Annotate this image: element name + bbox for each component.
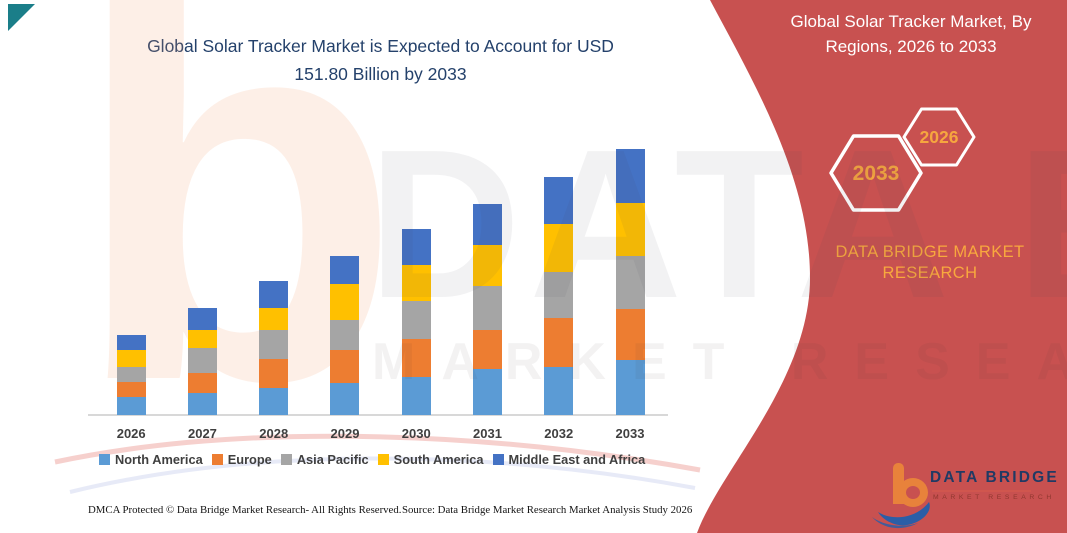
legend-label: North America (115, 452, 203, 467)
bar-segment-south-america-2030 (401, 265, 431, 301)
legend-swatch-icon (211, 454, 223, 465)
legend-label: Europe (227, 452, 272, 467)
bar-segment-south-america-2028 (259, 308, 289, 330)
x-axis-label-2033: 2033 (615, 426, 645, 441)
chart-legend: North America Europe Asia Pacific South Ame… (99, 452, 645, 467)
legend-swatch-icon (492, 454, 504, 465)
legend-item-europe: Europe (211, 452, 272, 467)
bar-segment-south-america-2027 (187, 330, 217, 349)
bar-segment-south-america-2032 (544, 224, 574, 272)
bar-segment-middle-east-and-africa-2031 (473, 204, 502, 246)
bar-segment-north-america-2027 (187, 393, 217, 415)
bar-segment-asia-pacific-2029 (330, 320, 360, 350)
bar-segment-north-america-2032 (544, 366, 574, 415)
bar-segment-south-america-2033 (615, 202, 645, 257)
x-axis-label-2032: 2032 (544, 426, 574, 441)
bar-segment-europe-2031 (473, 330, 502, 370)
legend-item-north-america: North America (99, 452, 203, 467)
bar-segment-europe-2026 (116, 381, 146, 397)
legend-swatch-icon (377, 454, 389, 465)
legend-swatch-icon (99, 454, 110, 465)
bar-segment-asia-pacific-2026 (116, 366, 146, 382)
legend-label: Asia Pacific (296, 452, 369, 467)
bar-segment-middle-east-and-africa-2030 (401, 229, 431, 265)
bar-segment-north-america-2030 (401, 376, 431, 415)
chart-title-line2: 151.80 Billion by 2033 (294, 64, 467, 84)
bar-segment-north-america-2026 (116, 396, 146, 415)
x-axis-label-2026: 2026 (116, 426, 146, 441)
bar-segment-asia-pacific-2033 (615, 256, 645, 310)
bar-segment-middle-east-and-africa-2026 (116, 334, 146, 350)
bar-segment-asia-pacific-2027 (187, 348, 217, 374)
x-axis-label-2030: 2030 (401, 426, 431, 441)
bar-segment-south-america-2031 (473, 245, 502, 287)
bar-segment-europe-2029 (330, 349, 360, 383)
bar-segment-middle-east-and-africa-2032 (544, 176, 574, 225)
bar-segment-middle-east-and-africa-2029 (330, 255, 360, 285)
chart-title: Global Solar Tracker Market is Expected … (108, 32, 653, 88)
bar-segment-middle-east-and-africa-2033 (615, 149, 645, 203)
legend-item-middle-east-and-africa: Middle East and Africa (492, 452, 646, 467)
legend-item-south-america: South America (377, 452, 484, 467)
legend-swatch-icon (280, 454, 292, 465)
bar-segment-north-america-2031 (473, 369, 502, 415)
bar-segment-south-america-2029 (330, 284, 360, 320)
bar-segment-north-america-2029 (330, 382, 360, 415)
bar-segment-asia-pacific-2030 (401, 300, 431, 340)
chart-title-line1: Global Solar Tracker Market is Expected … (147, 36, 614, 56)
bar-segment-north-america-2028 (259, 388, 289, 415)
bar-segment-asia-pacific-2032 (544, 271, 574, 319)
source-note: Source: Data Bridge Market Research Mark… (402, 504, 693, 516)
x-axis-label-2029: 2029 (330, 426, 360, 441)
x-axis-label-2031: 2031 (473, 426, 502, 441)
bar-segment-europe-2028 (259, 359, 289, 389)
bar-segment-asia-pacific-2031 (473, 286, 502, 330)
bar-segment-europe-2030 (401, 339, 431, 377)
dmca-notice: DMCA Protected © Data Bridge Market Rese… (88, 504, 402, 516)
x-axis-label-2027: 2027 (187, 426, 217, 441)
bar-segment-europe-2033 (615, 309, 645, 360)
bar-segment-europe-2032 (544, 318, 574, 367)
bar-segment-north-america-2033 (615, 359, 645, 415)
bar-segment-middle-east-and-africa-2027 (187, 307, 217, 330)
x-axis-label-2028: 2028 (259, 426, 289, 441)
bar-segment-europe-2027 (187, 373, 217, 394)
bar-segment-asia-pacific-2028 (259, 330, 289, 360)
bar-segment-south-america-2026 (116, 349, 146, 367)
legend-item-asia-pacific: Asia Pacific (280, 452, 369, 467)
legend-label: Middle East and Africa (508, 452, 646, 467)
bar-segment-middle-east-and-africa-2028 (259, 280, 289, 309)
legend-label: South America (393, 452, 484, 467)
x-axis-line (88, 414, 668, 416)
